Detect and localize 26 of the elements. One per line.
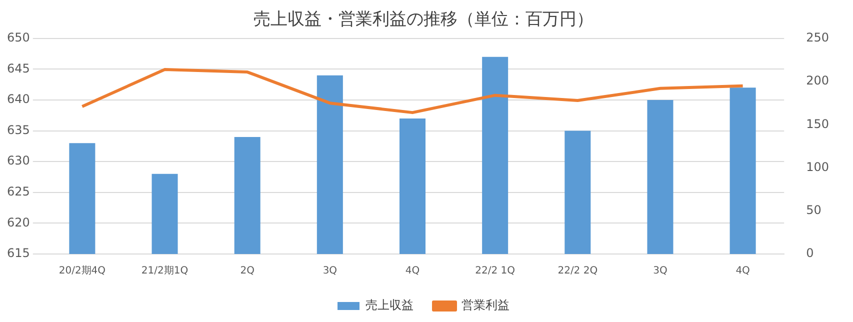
x-tick-label: 3Q	[322, 266, 338, 277]
x-tick-label: 2Q	[240, 266, 255, 277]
y-tick-label: 625	[7, 184, 30, 199]
x-tick-label: 22/2 1Q	[475, 266, 516, 277]
x-tick-label: 4Q	[405, 266, 420, 277]
y-tick-label: 615	[7, 246, 30, 260]
x-tick-label: 20/2期4Q	[58, 264, 106, 277]
y-tick-label: 630	[7, 154, 30, 168]
y2-tick-label: 200	[806, 74, 829, 88]
legend-label: 営業利益	[462, 298, 510, 312]
y-tick-label: 645	[7, 61, 30, 76]
x-tick-label: 21/2期1Q	[141, 264, 188, 277]
x-tick-label: 4Q	[736, 266, 750, 277]
y-tick-label: 640	[7, 92, 30, 106]
y2-tick-label: 150	[806, 116, 829, 131]
y2-tick-label: 50	[806, 203, 822, 218]
y-tick-label: 650	[7, 30, 30, 45]
x-tick-label: 22/2 2Q	[558, 266, 598, 277]
y-tick-label: 635	[7, 122, 30, 137]
y-tick-label: 620	[7, 215, 30, 230]
legend-label: 売上収益	[366, 298, 414, 312]
y2-tick-label: 0	[806, 246, 814, 260]
y2-tick-label: 250	[806, 30, 829, 45]
y2-tick-label: 100	[806, 160, 829, 174]
x-tick-label: 3Q	[653, 266, 668, 277]
chart-title: 売上収益・営業利益の推移（単位：百万円）	[254, 10, 594, 30]
